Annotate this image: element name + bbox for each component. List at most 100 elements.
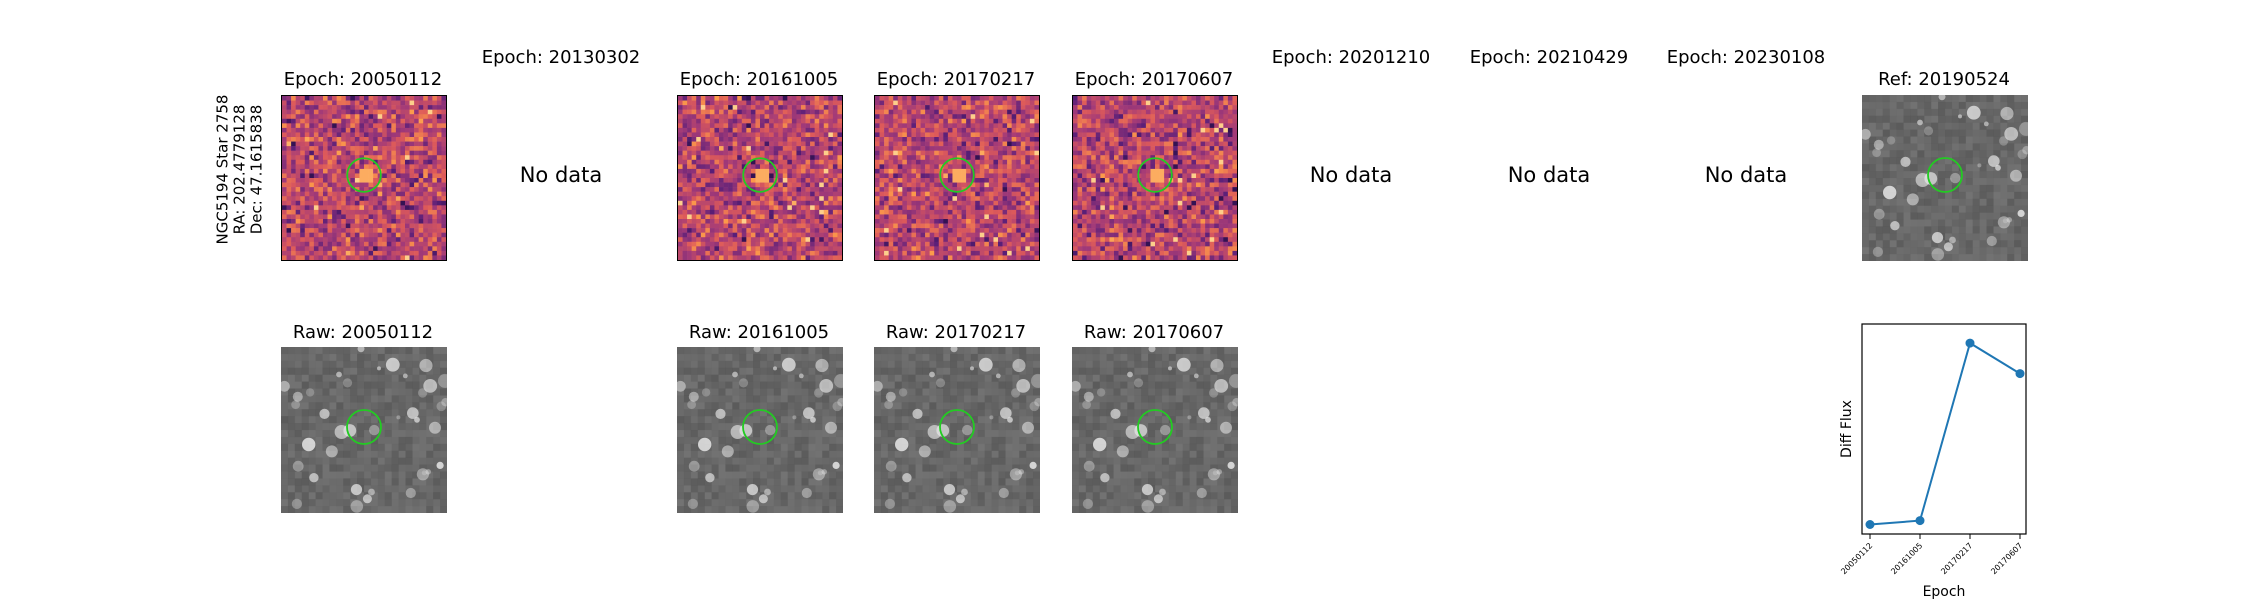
- pixel: [373, 233, 378, 238]
- pixel: [1178, 114, 1183, 119]
- pixel: [724, 164, 729, 169]
- pixel: [930, 173, 935, 178]
- pixel: [737, 255, 742, 260]
- pixel: [939, 123, 944, 128]
- pixel: [769, 219, 774, 224]
- pixel: [291, 228, 296, 233]
- pixel: [428, 123, 433, 128]
- pixel: [934, 183, 939, 188]
- pixel: [980, 201, 985, 206]
- pixel: [911, 101, 916, 106]
- pixel: [396, 224, 401, 229]
- pixel: [692, 123, 697, 128]
- pixel: [724, 114, 729, 119]
- pixel: [875, 128, 880, 133]
- pixel: [1146, 164, 1151, 169]
- pixel: [943, 255, 948, 260]
- pixel: [1182, 137, 1187, 142]
- pixel: [792, 178, 797, 183]
- pixel: [428, 192, 433, 197]
- pixel: [323, 242, 328, 247]
- pixel: [328, 164, 333, 169]
- pixel: [837, 251, 842, 256]
- pixel: [373, 237, 378, 242]
- pixel: [1169, 96, 1174, 101]
- pixel: [441, 128, 446, 133]
- pixel: [966, 196, 971, 201]
- pixel: [921, 173, 926, 178]
- pixel: [998, 164, 1003, 169]
- pixel: [975, 214, 980, 219]
- pixel: [971, 224, 976, 229]
- pixel: [309, 219, 314, 224]
- pixel: [824, 110, 829, 115]
- pixel: [701, 246, 706, 251]
- pixel: [323, 210, 328, 215]
- pixel: [1021, 246, 1026, 251]
- pixel: [939, 146, 944, 151]
- pixel: [884, 205, 889, 210]
- pixel: [925, 142, 930, 147]
- pixel: [1096, 132, 1101, 137]
- pixel: [1003, 192, 1008, 197]
- pixel: [828, 146, 833, 151]
- pixel: [998, 96, 1003, 101]
- pixel: [943, 119, 948, 124]
- pixel: [419, 173, 424, 178]
- pixel: [733, 123, 738, 128]
- pixel: [916, 173, 921, 178]
- pixel: [1087, 219, 1092, 224]
- pixel: [898, 228, 903, 233]
- pixel: [305, 96, 310, 101]
- pixel: [318, 164, 323, 169]
- pixel: [1160, 128, 1165, 133]
- pixel: [687, 242, 692, 247]
- pixel: [701, 101, 706, 106]
- pixel: [746, 169, 751, 174]
- pixel: [1003, 119, 1008, 124]
- pixel: [1178, 201, 1183, 206]
- pixel: [1105, 110, 1110, 115]
- pixel: [1128, 205, 1133, 210]
- pixel: [705, 214, 710, 219]
- pixel: [792, 187, 797, 192]
- pixel: [810, 128, 815, 133]
- pixel: [719, 233, 724, 238]
- pixel: [1114, 183, 1119, 188]
- pixel: [714, 219, 719, 224]
- pixel: [792, 224, 797, 229]
- pixel: [1016, 233, 1021, 238]
- pixel: [966, 255, 971, 260]
- pixel: [733, 246, 738, 251]
- pixel: [1191, 142, 1196, 147]
- pixel: [1155, 246, 1160, 251]
- pixel: [696, 142, 701, 147]
- pixel: [1173, 196, 1178, 201]
- pixel: [341, 214, 346, 219]
- pixel: [337, 137, 342, 142]
- pixel: [432, 110, 437, 115]
- pixel: [323, 224, 328, 229]
- pixel: [337, 187, 342, 192]
- pixel: [884, 210, 889, 215]
- pixel: [350, 101, 355, 106]
- pixel: [396, 114, 401, 119]
- pixel: [934, 173, 939, 178]
- pixel: [1160, 251, 1165, 256]
- pixel: [1205, 228, 1210, 233]
- pixel: [328, 233, 333, 238]
- pixel: [287, 160, 292, 165]
- pixel: [332, 192, 337, 197]
- pixel: [916, 205, 921, 210]
- pixel: [796, 187, 801, 192]
- pixel: [1173, 210, 1178, 215]
- pixel: [833, 155, 838, 160]
- pixel: [934, 119, 939, 124]
- pixel: [400, 146, 405, 151]
- pixel: [1073, 155, 1078, 160]
- pixel: [282, 192, 287, 197]
- pixel: [1082, 224, 1087, 229]
- pixel: [728, 128, 733, 133]
- pixel: [410, 142, 415, 147]
- pixel: [916, 114, 921, 119]
